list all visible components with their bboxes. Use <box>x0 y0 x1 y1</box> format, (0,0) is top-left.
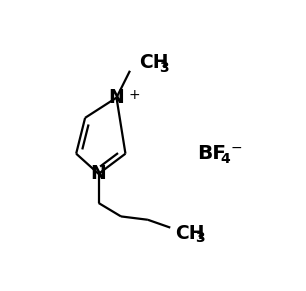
Text: N: N <box>91 164 106 183</box>
Text: CH: CH <box>139 54 168 72</box>
Text: −: − <box>230 141 242 155</box>
Text: CH: CH <box>175 224 204 243</box>
Text: N: N <box>109 88 124 107</box>
Text: 3: 3 <box>195 231 205 245</box>
Text: 4: 4 <box>221 152 230 166</box>
Text: +: + <box>129 88 140 102</box>
Text: 3: 3 <box>159 61 169 75</box>
Text: BF: BF <box>197 144 226 163</box>
